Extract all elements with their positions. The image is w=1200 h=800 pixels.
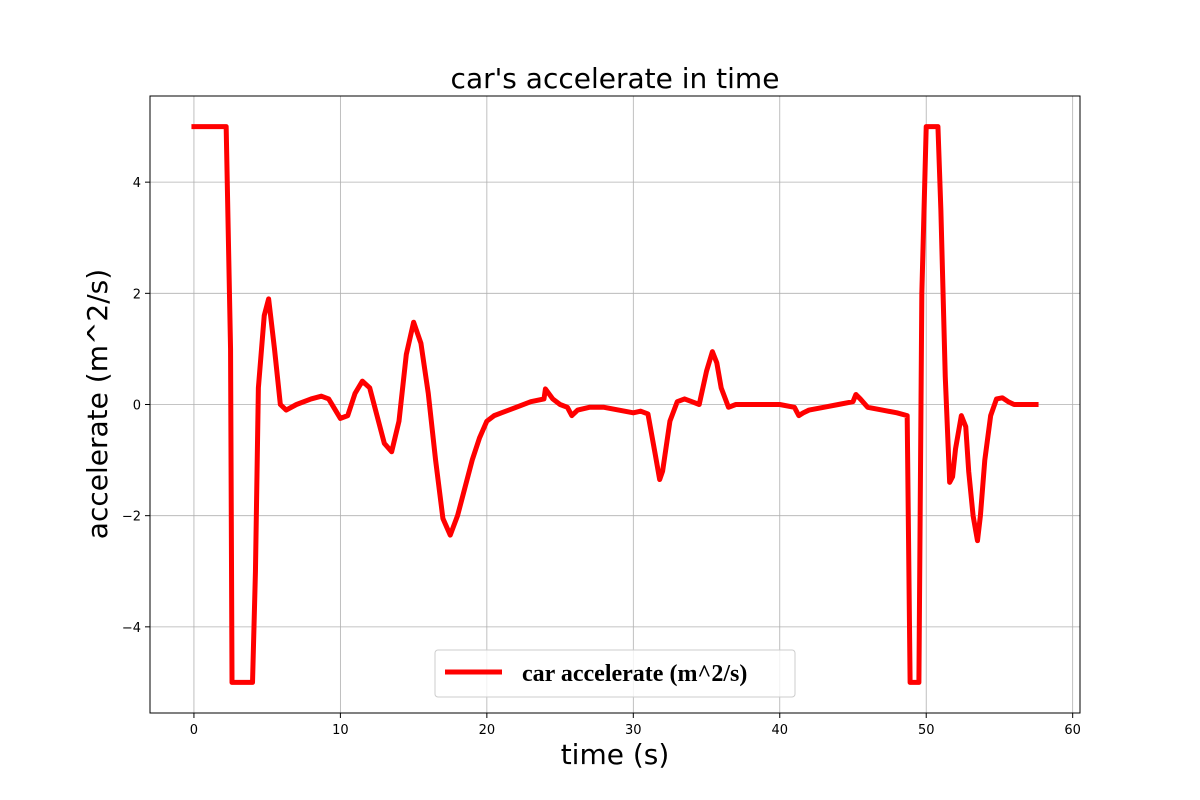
x-tick-label: 30: [625, 723, 642, 738]
legend: car accelerate (m^2/s): [434, 649, 796, 698]
x-axis-ticks: 0 10 20 30 40 50 60: [190, 713, 1081, 738]
grid-lines: [150, 96, 1080, 713]
y-axis-title: accelerate (m^2/s): [81, 269, 114, 539]
legend-label: car accelerate (m^2/s): [522, 661, 747, 687]
x-tick-label: 20: [479, 723, 496, 738]
y-tick-label: 4: [133, 176, 141, 191]
x-tick-label: 40: [771, 723, 788, 738]
y-tick-label: 0: [133, 399, 141, 414]
chart-title: car's accelerate in time: [451, 62, 780, 95]
y-tick-label: 2: [133, 287, 141, 302]
series-line: [191, 124, 1039, 685]
x-tick-label: 50: [918, 723, 935, 738]
y-axis-ticks: −4 −2 0 2 4: [122, 176, 150, 636]
x-tick-label: 60: [1064, 723, 1081, 738]
series-group: [191, 124, 1039, 685]
x-tick-label: 10: [332, 723, 349, 738]
y-tick-label: −4: [122, 621, 141, 636]
x-tick-label: 0: [190, 723, 198, 738]
y-tick-label: −2: [122, 510, 141, 525]
x-axis-title: time (s): [561, 738, 670, 771]
legend-box: [434, 649, 796, 698]
